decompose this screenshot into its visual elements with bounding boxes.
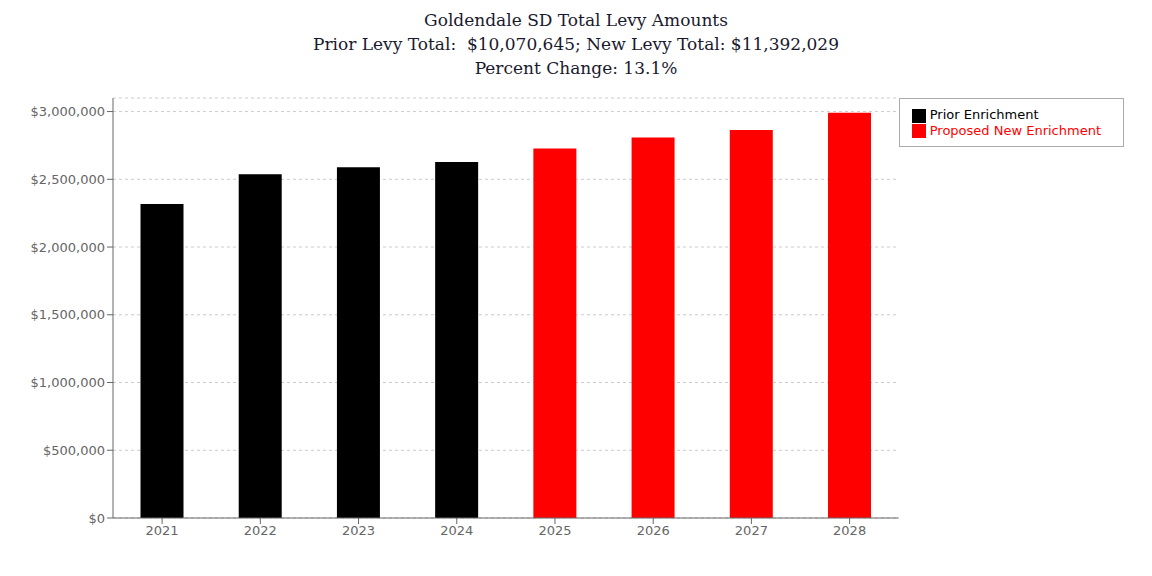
svg-text:$1,500,000: $1,500,000 (31, 307, 105, 322)
svg-text:2025: 2025 (538, 523, 571, 538)
svg-text:2027: 2027 (735, 523, 768, 538)
svg-text:2026: 2026 (637, 523, 670, 538)
svg-text:2022: 2022 (244, 523, 277, 538)
svg-text:2023: 2023 (342, 523, 375, 538)
svg-text:$500,000: $500,000 (43, 443, 105, 458)
html-text:Prior Enrichment: Prior Enrichment (929, 107, 1039, 122)
svg-text:2021: 2021 (146, 523, 179, 538)
html-text:Percent Change: 13.1%: Percent Change: 13.1% (474, 58, 678, 78)
html-text:Prior Levy Total: $10,070,645;: Prior Levy Total: $10,070,645; New Levy … (313, 34, 839, 54)
svg-text:2024: 2024 (440, 523, 473, 538)
svg-text:$2,000,000: $2,000,000 (31, 240, 105, 255)
svg-text:$2,500,000: $2,500,000 (31, 172, 105, 187)
svg-text:2028: 2028 (833, 523, 866, 538)
html-text:Proposed New Enrichment: Proposed New Enrichment (929, 122, 1101, 138)
svg-text:$1,000,000: $1,000,000 (31, 375, 105, 390)
svg-text:$3,000,000: $3,000,000 (31, 104, 105, 119)
html-text:Goldendale SD Total Levy Amoun: Goldendale SD Total Levy Amounts (424, 10, 728, 30)
svg-text:$0: $0 (88, 511, 105, 526)
